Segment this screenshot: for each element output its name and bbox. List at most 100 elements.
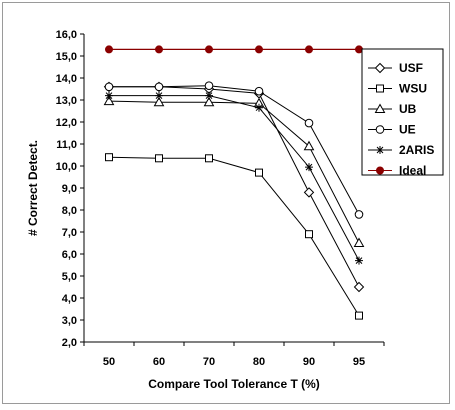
data-point-wsu-shape	[305, 230, 313, 239]
legend-marker	[374, 62, 386, 74]
data-point-2aris-shape	[355, 256, 363, 265]
data-point-usf	[353, 281, 365, 293]
legend-label: WSU	[399, 82, 427, 96]
data-point-ideal	[305, 45, 313, 54]
data-point-2aris	[105, 91, 113, 100]
legend-item-2aris: 2ARIS	[368, 143, 434, 157]
data-point-wsu	[105, 153, 113, 162]
data-point-ideal	[355, 45, 363, 54]
x-tick-label: 70	[203, 356, 215, 368]
data-point-wsu-shape	[205, 154, 213, 163]
y-tick-label: 4,0	[62, 293, 77, 305]
y-tick-label: 12,0	[56, 117, 77, 129]
x-tick-label: 90	[303, 356, 315, 368]
x-tick-label: 50	[103, 356, 115, 368]
data-point-wsu	[205, 154, 213, 163]
data-point-ub	[303, 140, 315, 151]
legend-marker	[376, 84, 384, 93]
data-point-ideal-shape	[305, 45, 313, 54]
legend-marker-shape	[376, 84, 384, 93]
series-line-ub	[108, 100, 360, 244]
data-point-ideal	[155, 45, 163, 54]
y-tick-label: 7,0	[62, 227, 77, 239]
legend-marker-shape	[374, 103, 386, 113]
data-point-ideal-shape	[105, 45, 113, 54]
series-line-usf	[109, 86, 360, 288]
data-point-ub-shape	[153, 96, 165, 107]
data-point-2aris	[355, 256, 363, 265]
y-tick-label: 16,0	[56, 29, 77, 41]
legend-marker	[375, 125, 385, 134]
y-tick-label: 14,0	[56, 73, 77, 85]
data-point-ideal-shape	[155, 45, 163, 54]
data-point-ub-shape	[303, 140, 315, 151]
data-point-ue	[154, 82, 164, 92]
series-ue	[104, 81, 364, 219]
data-point-wsu-shape	[255, 168, 263, 177]
data-point-2aris	[305, 163, 313, 172]
data-point-ub-shape	[103, 95, 115, 106]
legend-label: USF	[399, 61, 423, 75]
data-point-ue	[304, 118, 314, 128]
data-point-ue-shape	[304, 118, 314, 128]
data-point-usf-shape	[353, 281, 365, 293]
data-point-ideal	[205, 45, 213, 54]
data-point-ideal-shape	[255, 45, 263, 54]
legend-item-ue: UE	[368, 123, 416, 137]
y-axis-title: # Correct Detect.	[26, 140, 40, 236]
data-point-2aris-shape	[105, 91, 113, 100]
data-point-2aris-shape	[305, 163, 313, 172]
data-point-ideal-shape	[355, 45, 363, 54]
data-point-2aris	[205, 91, 213, 100]
series-line-wsu	[108, 156, 360, 316]
legend: USF WSU UB UE 2ARIS Ideal	[361, 48, 444, 178]
data-point-2aris-shape	[205, 91, 213, 100]
data-point-ub-shape	[353, 237, 365, 247]
data-point-ue-shape	[104, 82, 114, 92]
x-tick-label: 60	[153, 356, 165, 368]
series-wsu	[105, 153, 363, 320]
series-2aris	[105, 91, 363, 265]
legend-label: UE	[399, 123, 416, 137]
data-point-wsu-shape	[105, 153, 113, 162]
data-point-ideal-shape	[205, 45, 213, 54]
data-point-usf	[303, 187, 315, 198]
data-point-2aris	[255, 103, 263, 112]
data-point-2aris-shape	[255, 103, 263, 112]
data-point-ue	[104, 82, 114, 92]
data-point-ub	[353, 237, 365, 247]
data-point-ue-shape	[254, 86, 264, 96]
legend-marker	[376, 166, 384, 175]
y-tick-label: 9,0	[62, 183, 77, 195]
data-point-2aris	[155, 91, 163, 100]
x-tick-label: 80	[253, 356, 265, 368]
legend-item-ub: UB	[368, 102, 417, 116]
data-point-wsu-shape	[355, 311, 363, 320]
y-tick-label: 3,0	[62, 315, 77, 327]
y-tick-label: 8,0	[62, 205, 77, 217]
legend-marker	[374, 103, 386, 113]
legend-marker-shape	[376, 146, 384, 154]
data-point-wsu	[355, 311, 363, 320]
data-point-wsu	[305, 230, 313, 239]
series-line-ue	[109, 85, 360, 215]
data-point-usf-shape	[303, 187, 315, 198]
data-point-ue-shape	[154, 82, 164, 92]
y-tick-label: 13,0	[56, 95, 77, 107]
data-point-wsu	[155, 154, 163, 163]
data-point-ub	[103, 95, 115, 106]
data-point-ue-shape	[204, 81, 214, 90]
data-point-ub-shape	[203, 96, 215, 107]
y-tick-label: 2,0	[62, 337, 77, 349]
y-tick-label: 6,0	[62, 249, 77, 261]
x-axis-title: Compare Tool Tolerance T (%)	[148, 377, 320, 391]
data-point-ideal	[105, 45, 113, 54]
y-tick-label: 10,0	[56, 161, 77, 173]
series-line-2aris	[109, 95, 360, 261]
x-tick-label: 95	[353, 356, 365, 368]
data-point-ideal	[255, 45, 263, 54]
legend-label: 2ARIS	[399, 143, 434, 157]
legend-item-wsu: WSU	[368, 82, 427, 96]
legend-marker-shape	[376, 166, 384, 175]
